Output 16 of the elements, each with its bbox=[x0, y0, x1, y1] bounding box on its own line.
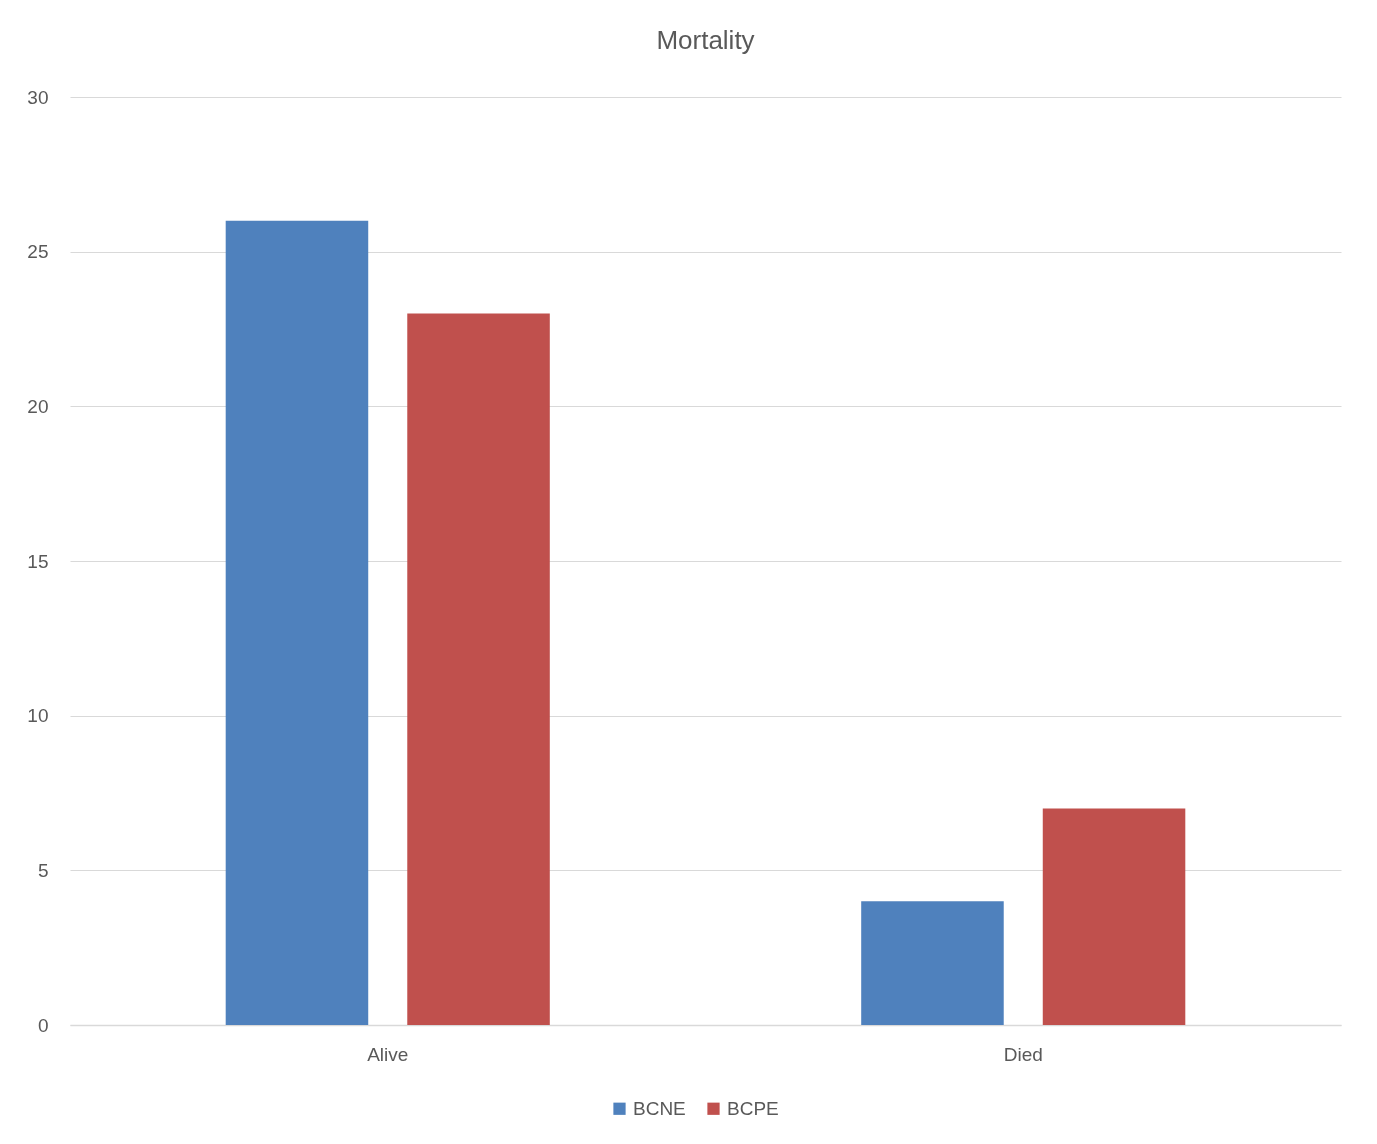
legend-label: BCNE bbox=[633, 1097, 686, 1119]
y-tick-label: 15 bbox=[27, 550, 49, 572]
legend-label: BCPE bbox=[727, 1097, 779, 1119]
y-tick-label: 25 bbox=[27, 241, 49, 263]
y-tick-label: 10 bbox=[27, 705, 49, 727]
chart-title: Mortality bbox=[656, 25, 755, 55]
x-tick-label: Alive bbox=[367, 1043, 409, 1065]
bar bbox=[407, 313, 550, 1025]
y-tick-label: 20 bbox=[27, 395, 49, 417]
x-tick-label: Died bbox=[1003, 1043, 1043, 1065]
bar bbox=[1042, 808, 1186, 1025]
bar bbox=[225, 220, 369, 1025]
y-tick-label: 5 bbox=[37, 859, 49, 881]
y-tick-label: 30 bbox=[27, 86, 49, 108]
bar bbox=[861, 901, 1004, 1025]
y-tick-label: 0 bbox=[37, 1014, 49, 1036]
